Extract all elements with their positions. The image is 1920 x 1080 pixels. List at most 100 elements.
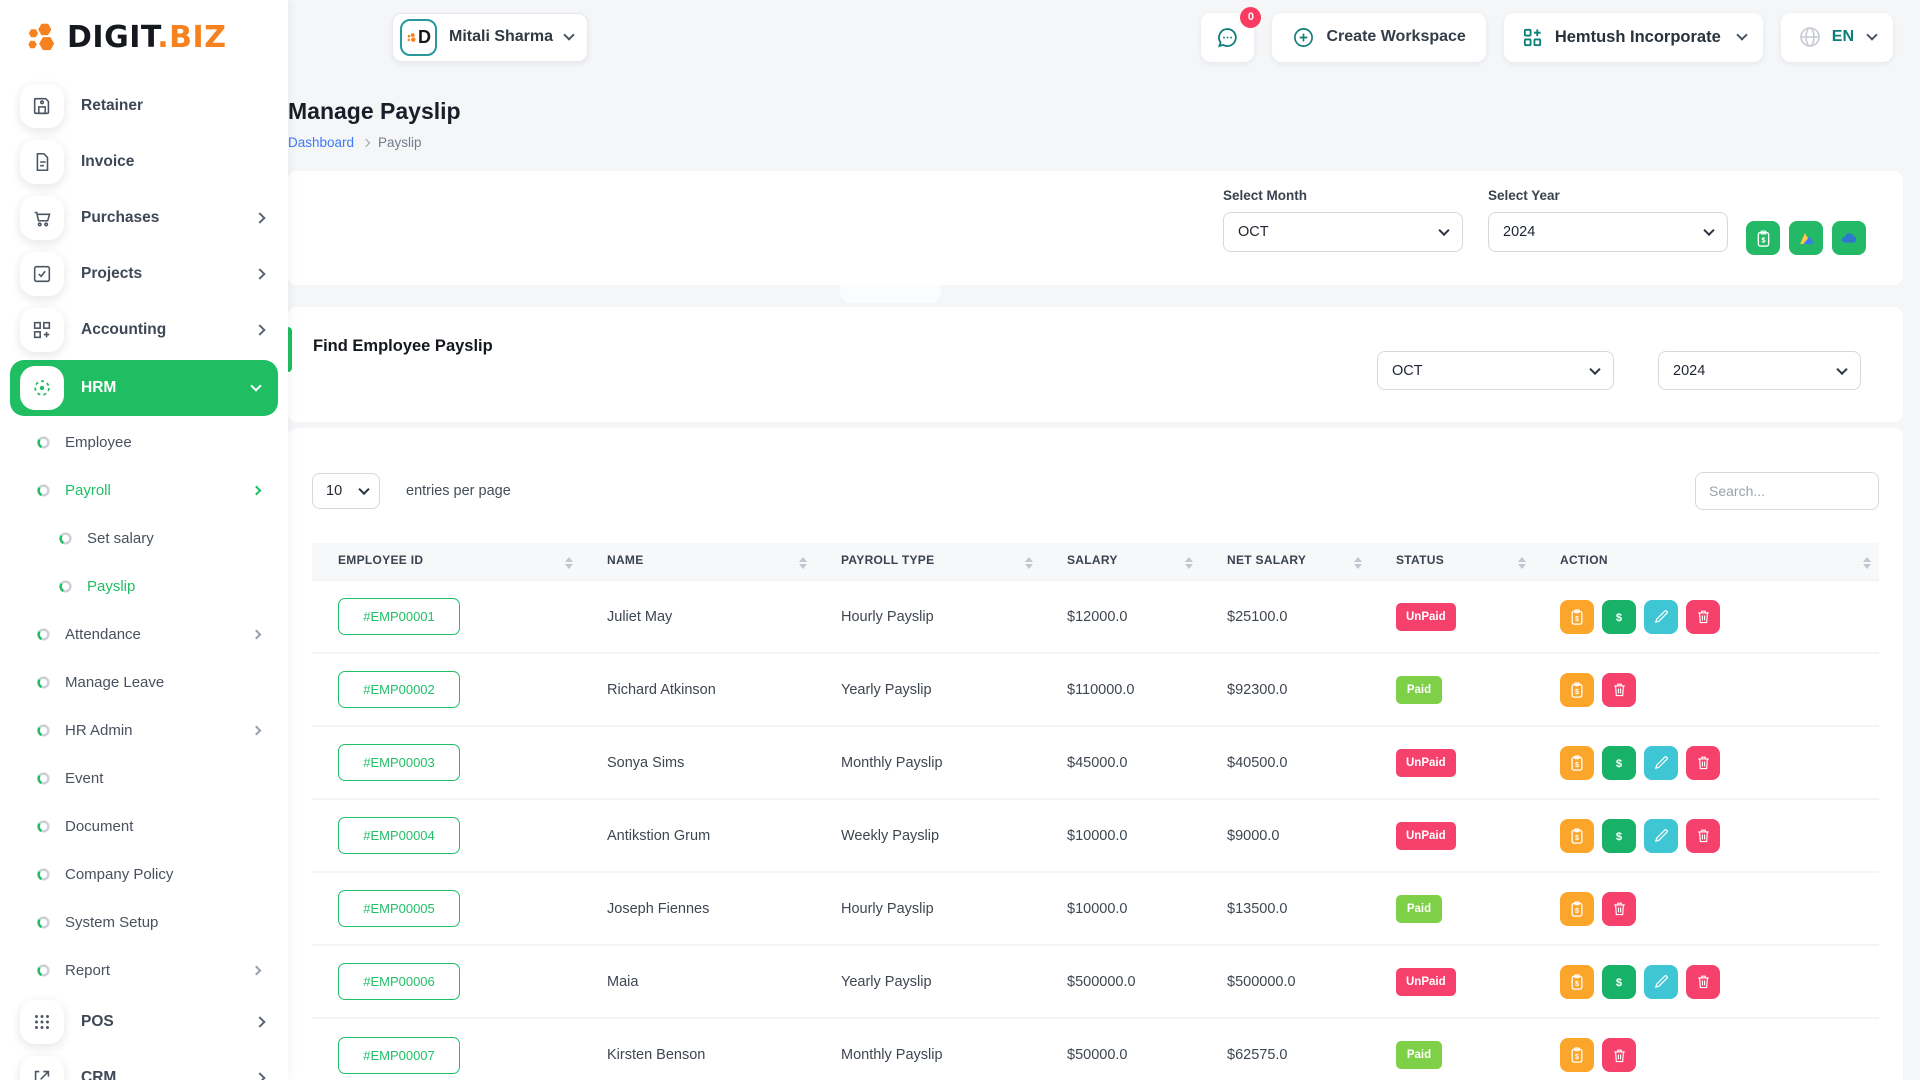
sidebar-item-document[interactable]: Document bbox=[0, 802, 288, 850]
sort-icon[interactable] bbox=[799, 557, 807, 569]
employee-id-chip[interactable]: #EMP00005 bbox=[338, 890, 460, 927]
sort-icon[interactable] bbox=[1518, 557, 1526, 569]
column-header-status[interactable]: STATUS bbox=[1370, 543, 1534, 580]
onedrive-button[interactable] bbox=[1832, 221, 1866, 255]
employee-name: Richard Atkinson bbox=[581, 652, 815, 726]
sidebar-subitem-label: Manage Leave bbox=[65, 673, 165, 691]
sidebar-item-retainer[interactable]: Retainer bbox=[0, 78, 288, 134]
employee-id-chip[interactable]: #EMP00003 bbox=[338, 744, 460, 781]
workspace-switcher[interactable]: D Mitali Sharma bbox=[392, 12, 589, 62]
sort-icon[interactable] bbox=[1354, 557, 1362, 569]
column-header-payroll-type[interactable]: PAYROLL TYPE bbox=[815, 543, 1041, 580]
employee-id-chip[interactable]: #EMP00004 bbox=[338, 817, 460, 854]
pos-dots-icon bbox=[20, 1000, 64, 1044]
app-logo[interactable]: DIGIT.BIZ bbox=[0, 0, 288, 74]
delete-button[interactable] bbox=[1686, 599, 1720, 634]
delete-button[interactable] bbox=[1686, 818, 1720, 853]
sidebar-item-purchases[interactable]: Purchases bbox=[0, 190, 288, 246]
year-select[interactable]: 2024 bbox=[1488, 212, 1728, 252]
net-salary: $40500.0 bbox=[1201, 725, 1370, 799]
edit-button[interactable] bbox=[1644, 964, 1678, 999]
sidebar-item-employee[interactable]: Employee bbox=[0, 418, 288, 466]
language-selector[interactable]: EN bbox=[1780, 12, 1893, 62]
google-drive-button[interactable] bbox=[1789, 221, 1823, 255]
column-header-name[interactable]: NAME bbox=[581, 543, 815, 580]
bullet-icon bbox=[36, 915, 51, 930]
payslip-button[interactable] bbox=[1560, 1038, 1594, 1072]
search-input[interactable] bbox=[1695, 472, 1879, 510]
sidebar-item-set-salary[interactable]: Set salary bbox=[0, 514, 288, 562]
payslip-button[interactable] bbox=[1560, 745, 1594, 780]
delete-button[interactable] bbox=[1602, 1038, 1636, 1072]
edit-button[interactable] bbox=[1644, 818, 1678, 853]
workspace-user-name: Mitali Sharma bbox=[449, 28, 554, 45]
delete-button[interactable] bbox=[1602, 891, 1636, 926]
sidebar-item-accounting[interactable]: Accounting bbox=[0, 302, 288, 358]
sidebar-item-pos[interactable]: POS bbox=[0, 994, 288, 1050]
card-notch bbox=[840, 285, 941, 303]
globe-icon bbox=[1798, 25, 1822, 49]
sidebar-item-label: POS bbox=[81, 1013, 114, 1030]
payslip-button[interactable] bbox=[1560, 599, 1594, 634]
sort-icon[interactable] bbox=[1025, 557, 1033, 569]
chevron-down-icon bbox=[250, 380, 262, 392]
chevron-right-icon bbox=[254, 1072, 266, 1080]
sidebar-item-attendance[interactable]: Attendance bbox=[0, 610, 288, 658]
sidebar-item-projects[interactable]: Projects bbox=[0, 246, 288, 302]
company-switcher[interactable]: Hemtush Incorporate bbox=[1503, 12, 1763, 62]
edit-button[interactable] bbox=[1644, 599, 1678, 634]
workspace-grid-icon bbox=[1521, 26, 1544, 49]
sort-icon[interactable] bbox=[1863, 557, 1871, 569]
pay-button[interactable] bbox=[1602, 818, 1636, 853]
payslip-export-button[interactable] bbox=[1746, 221, 1780, 255]
sort-icon[interactable] bbox=[565, 557, 573, 569]
sidebar-item-invoice[interactable]: Invoice bbox=[0, 134, 288, 190]
sidebar-item-manage-leave[interactable]: Manage Leave bbox=[0, 658, 288, 706]
sort-icon[interactable] bbox=[1185, 557, 1193, 569]
pay-button[interactable] bbox=[1602, 964, 1636, 999]
column-header-salary[interactable]: SALARY bbox=[1041, 543, 1201, 580]
sidebar-item-company-policy[interactable]: Company Policy bbox=[0, 850, 288, 898]
employee-id-chip[interactable]: #EMP00007 bbox=[338, 1036, 460, 1074]
payslip-button[interactable] bbox=[1560, 672, 1594, 707]
sidebar-item-event[interactable]: Event bbox=[0, 754, 288, 802]
delete-button[interactable] bbox=[1602, 672, 1636, 707]
find-year-select[interactable]: 2024 bbox=[1658, 351, 1861, 390]
entries-per-page-label: entries per page bbox=[406, 483, 511, 499]
payslip-button[interactable] bbox=[1560, 964, 1594, 999]
employee-id-chip[interactable]: #EMP00002 bbox=[338, 671, 460, 708]
sidebar-item-payroll[interactable]: Payroll bbox=[0, 466, 288, 514]
pay-button[interactable] bbox=[1602, 745, 1636, 780]
sidebar-nav: Retainer Invoice Purchases Projects Acco… bbox=[0, 74, 288, 1080]
sidebar-item-hrm[interactable]: HRM bbox=[10, 360, 278, 416]
sidebar-item-crm[interactable]: CRM bbox=[0, 1050, 288, 1080]
delete-button[interactable] bbox=[1686, 964, 1720, 999]
delete-button[interactable] bbox=[1686, 745, 1720, 780]
employee-id-chip[interactable]: #EMP00001 bbox=[338, 598, 460, 635]
entries-per-page-select[interactable]: 10 bbox=[312, 473, 380, 509]
month-select[interactable]: OCT bbox=[1223, 212, 1463, 252]
pay-button[interactable] bbox=[1602, 599, 1636, 634]
sidebar-item-system-setup[interactable]: System Setup bbox=[0, 898, 288, 946]
edit-button[interactable] bbox=[1644, 745, 1678, 780]
breadcrumb-dashboard-link[interactable]: Dashboard bbox=[288, 135, 355, 150]
chevron-right-icon bbox=[254, 324, 266, 336]
find-month-select[interactable]: OCT bbox=[1377, 351, 1614, 390]
payslip-button[interactable] bbox=[1560, 891, 1594, 926]
chat-badge: 0 bbox=[1240, 6, 1262, 28]
column-header-employee-id[interactable]: EMPLOYEE ID bbox=[312, 543, 581, 580]
chevron-down-icon bbox=[1866, 29, 1878, 41]
sidebar: DIGIT.BIZ Retainer Invoice Purchases Pro… bbox=[0, 0, 288, 1080]
column-header-net-salary[interactable]: NET SALARY bbox=[1201, 543, 1370, 580]
net-salary: $62575.0 bbox=[1201, 1017, 1370, 1080]
create-workspace-button[interactable]: Create Workspace bbox=[1272, 12, 1486, 62]
payroll-type: Hourly Payslip bbox=[815, 871, 1041, 945]
employee-id-chip[interactable]: #EMP00006 bbox=[338, 963, 460, 1000]
sidebar-item-hr-admin[interactable]: HR Admin bbox=[0, 706, 288, 754]
payslip-button[interactable] bbox=[1560, 818, 1594, 853]
sidebar-item-payslip[interactable]: Payslip bbox=[0, 562, 288, 610]
chat-button[interactable]: 0 bbox=[1201, 6, 1262, 62]
column-header-action[interactable]: ACTION bbox=[1534, 543, 1879, 580]
breadcrumb: Dashboard Payslip bbox=[288, 135, 1903, 150]
sidebar-item-report[interactable]: Report bbox=[0, 946, 288, 994]
